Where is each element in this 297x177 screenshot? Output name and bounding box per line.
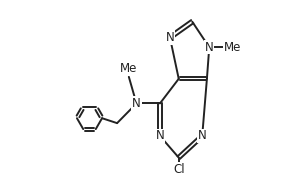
Text: N: N — [165, 31, 174, 44]
Text: N: N — [156, 129, 164, 142]
Text: N: N — [198, 129, 207, 142]
Text: N: N — [205, 41, 214, 54]
Text: Me: Me — [224, 41, 241, 54]
Text: Me: Me — [120, 62, 138, 75]
Text: Cl: Cl — [173, 163, 184, 176]
Text: N: N — [132, 97, 141, 110]
